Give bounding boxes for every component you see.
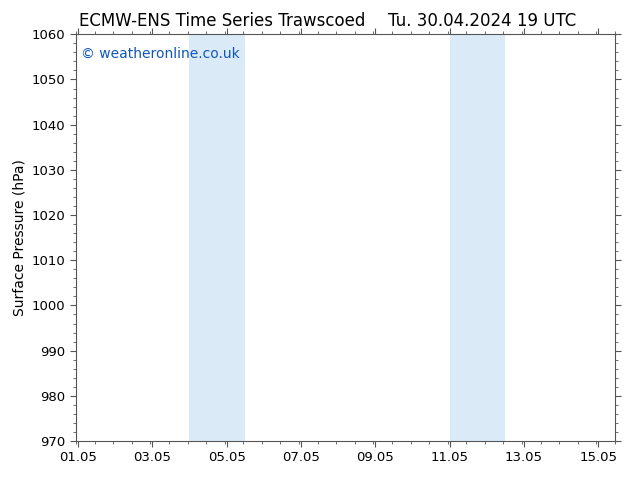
Bar: [450, 34, 505, 441]
Text: © weatheronline.co.uk: © weatheronline.co.uk: [81, 47, 240, 60]
Bar: [190, 34, 245, 441]
Text: ECMW-ENS Time Series Trawscoed: ECMW-ENS Time Series Trawscoed: [79, 12, 365, 30]
Text: Tu. 30.04.2024 19 UTC: Tu. 30.04.2024 19 UTC: [388, 12, 576, 30]
Y-axis label: Surface Pressure (hPa): Surface Pressure (hPa): [12, 159, 27, 316]
